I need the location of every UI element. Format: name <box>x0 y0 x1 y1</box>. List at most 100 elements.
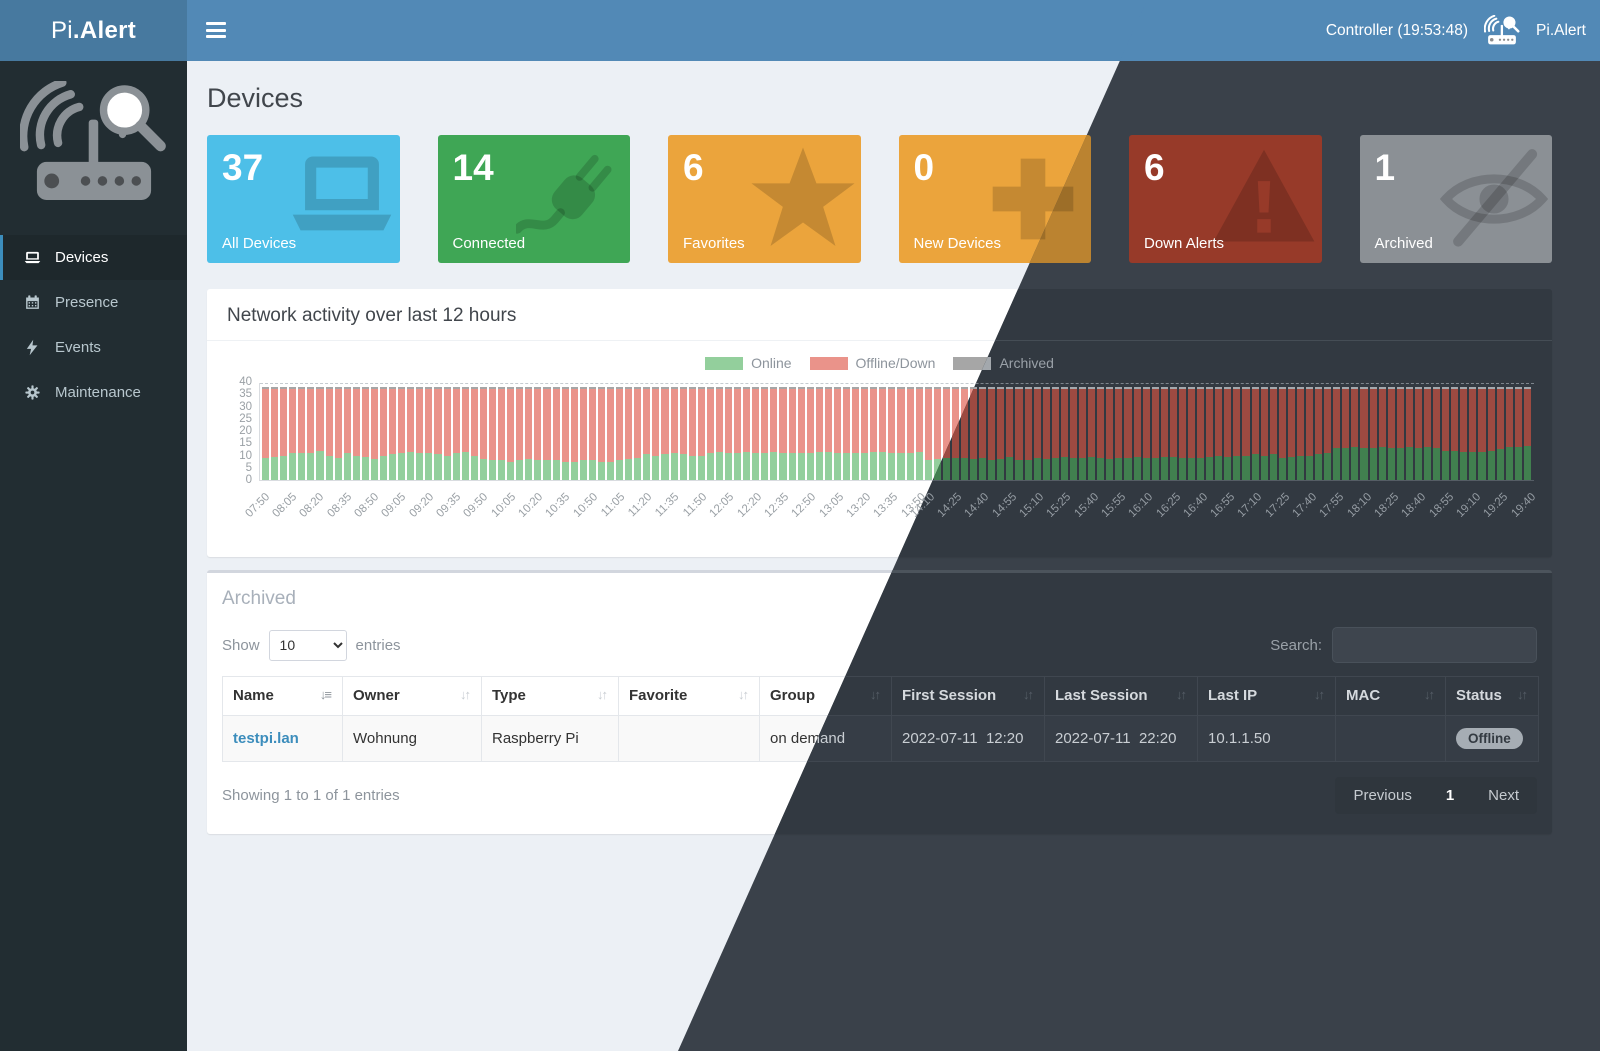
sort-icon[interactable]: ↓↑ <box>1023 687 1034 702</box>
activity-bar-17:50 <box>1324 386 1332 480</box>
activity-bar-13:40 <box>897 386 905 480</box>
column-header-last-session[interactable]: Last Session ↓↑ <box>1044 676 1198 716</box>
pialert-logo <box>20 81 168 209</box>
activity-bar-10:30 <box>552 386 560 480</box>
x-tick-label: 17:55 <box>1317 491 1347 520</box>
sort-icon[interactable]: ↓↑ <box>597 687 608 702</box>
stat-value: 14 <box>452 147 494 188</box>
search-input[interactable] <box>1332 627 1537 663</box>
column-header-type[interactable]: Type↓↑ <box>481 676 619 716</box>
activity-bar-18:50 <box>1433 386 1441 480</box>
stat-value: 6 <box>1144 147 1165 188</box>
column-header-mac[interactable]: MAC ↓↑ <box>1335 676 1446 716</box>
column-header-favorite[interactable]: Favorite↓↑ <box>618 676 760 716</box>
chart-title: Network activity over last 12 hours <box>227 305 517 326</box>
activity-bar-08:15 <box>307 386 315 480</box>
sidebar-item-events[interactable]: Events <box>0 325 187 370</box>
activity-bar-16:15 <box>1151 386 1159 480</box>
activity-bar-13:20 <box>861 386 869 480</box>
column-header-last-ip[interactable]: Last IP ↓↑ <box>1197 676 1336 716</box>
current-page-button[interactable]: 1 <box>1429 778 1471 813</box>
activity-bar-09:00 <box>389 386 397 480</box>
sort-icon[interactable]: ↓↑ <box>1176 687 1187 702</box>
brand-logo[interactable]: Pi.Alert <box>0 0 187 61</box>
activity-bar-09:35 <box>452 386 460 480</box>
column-header-name[interactable]: Name↓≡ <box>222 676 343 716</box>
sort-icon[interactable]: ↓↑ <box>1314 687 1325 702</box>
stat-card-connected[interactable]: 14 Connected <box>437 135 630 263</box>
activity-bar-12:00 <box>715 386 723 480</box>
x-tick-label: 17:40 <box>1290 491 1320 520</box>
x-tick-label: 15:55 <box>1099 491 1129 520</box>
activity-bar-18:15 <box>1369 386 1377 480</box>
stat-card-down-alerts[interactable]: 6 Down Alerts <box>1129 135 1322 263</box>
activity-bar-15:30 <box>1069 386 1078 480</box>
page-length-select[interactable]: 10 <box>268 629 347 661</box>
activity-bar-18:55 <box>1442 386 1450 480</box>
activity-bar-16:45 <box>1206 386 1214 480</box>
activity-bar-09:25 <box>434 386 442 480</box>
activity-bar-16:50 <box>1215 386 1223 480</box>
y-tick-20: 20 <box>239 425 252 437</box>
activity-bar-15:25 <box>1060 386 1068 480</box>
activity-bar-13:35 <box>888 386 896 480</box>
column-header-status[interactable]: Status ↓↑ <box>1445 676 1539 716</box>
top-navbar: Pi.Alert Controller (19:53:48) Pi.Alert <box>0 0 1600 61</box>
sidebar-item-devices[interactable]: Devices <box>0 235 187 280</box>
x-tick-label: 18:10 <box>1345 491 1375 520</box>
activity-bar-09:30 <box>443 386 451 480</box>
sidebar-menu: Devices Presence Events Maintenance <box>0 235 187 415</box>
pialert-router-search-icon[interactable] <box>1484 15 1520 47</box>
hamburger-icon[interactable] <box>206 22 228 39</box>
activity-bar-13:50 <box>915 386 923 480</box>
activity-bar-19:40 <box>1523 386 1531 480</box>
activity-bar-11:00 <box>606 386 615 480</box>
sort-icon[interactable]: ↓↑ <box>870 687 881 702</box>
legend-item-archived: Archived <box>953 355 1054 371</box>
x-tick-label: 18:25 <box>1372 491 1402 520</box>
sort-icon[interactable]: ↓≡ <box>319 687 332 702</box>
y-tick-25: 25 <box>239 412 252 425</box>
x-tick-label: 08:20 <box>297 491 327 520</box>
controller-status[interactable]: Controller (19:53:48) <box>1325 21 1469 39</box>
stat-card-all-devices[interactable]: 37 All Devices <box>207 135 400 263</box>
chart-legend: Online Offline/Down Archived <box>225 355 1534 371</box>
y-tick-40: 40 <box>239 376 252 388</box>
stat-label: Down Alerts <box>1144 235 1225 252</box>
next-page-button[interactable]: Next <box>1471 778 1536 813</box>
activity-bar-12:20 <box>752 386 760 480</box>
sort-icon[interactable]: ↓↑ <box>460 687 471 702</box>
sort-icon[interactable]: ↓↑ <box>1517 687 1528 702</box>
device-name-link[interactable]: testpi.lan <box>233 730 299 747</box>
sort-icon[interactable]: ↓↑ <box>738 687 749 702</box>
activity-bar-11:35 <box>670 386 678 480</box>
legend-swatch-archived <box>953 356 992 370</box>
activity-bar-16:40 <box>1197 386 1205 480</box>
stat-card-favorites[interactable]: 6 Favorites <box>668 135 861 263</box>
column-header-group[interactable]: Group↓↑ <box>759 676 892 716</box>
navbar-app-name[interactable]: Pi.Alert <box>1536 21 1586 39</box>
stat-card-new-devices[interactable]: 0 New Devices <box>898 135 1091 263</box>
column-header-first-session[interactable]: First Session ↓↑ <box>891 676 1045 716</box>
sidebar-item-presence[interactable]: Presence <box>0 280 187 325</box>
sidebar-item-maintenance[interactable]: Maintenance <box>0 370 187 415</box>
sort-icon[interactable]: ↓↑ <box>1424 687 1435 702</box>
x-tick-label: 09:20 <box>407 491 436 520</box>
activity-bar-18:20 <box>1378 386 1386 480</box>
activity-bar-11:55 <box>706 386 714 480</box>
x-tick-label: 13:20 <box>844 491 874 520</box>
activity-bar-18:35 <box>1405 386 1413 480</box>
archived-panel: Archived Show 10 entries Search: Name↓≡O… <box>207 570 1552 834</box>
column-header-owner[interactable]: Owner↓↑ <box>342 676 482 716</box>
activity-bar-10:10 <box>516 386 524 480</box>
activity-bar-09:45 <box>470 386 478 480</box>
brand-text-regular: Pi <box>50 16 73 44</box>
activity-bar-08:40 <box>352 386 360 480</box>
activity-bar-16:55 <box>1224 386 1232 480</box>
stat-value: 37 <box>222 147 264 188</box>
activity-bar-19:30 <box>1505 386 1513 480</box>
stat-card-archived[interactable]: 1 Archived <box>1359 135 1552 263</box>
previous-page-button[interactable]: Previous <box>1336 778 1428 813</box>
table-header-row: Name↓≡Owner↓↑Type↓↑Favorite↓↑Group↓↑Firs… <box>222 676 1539 716</box>
